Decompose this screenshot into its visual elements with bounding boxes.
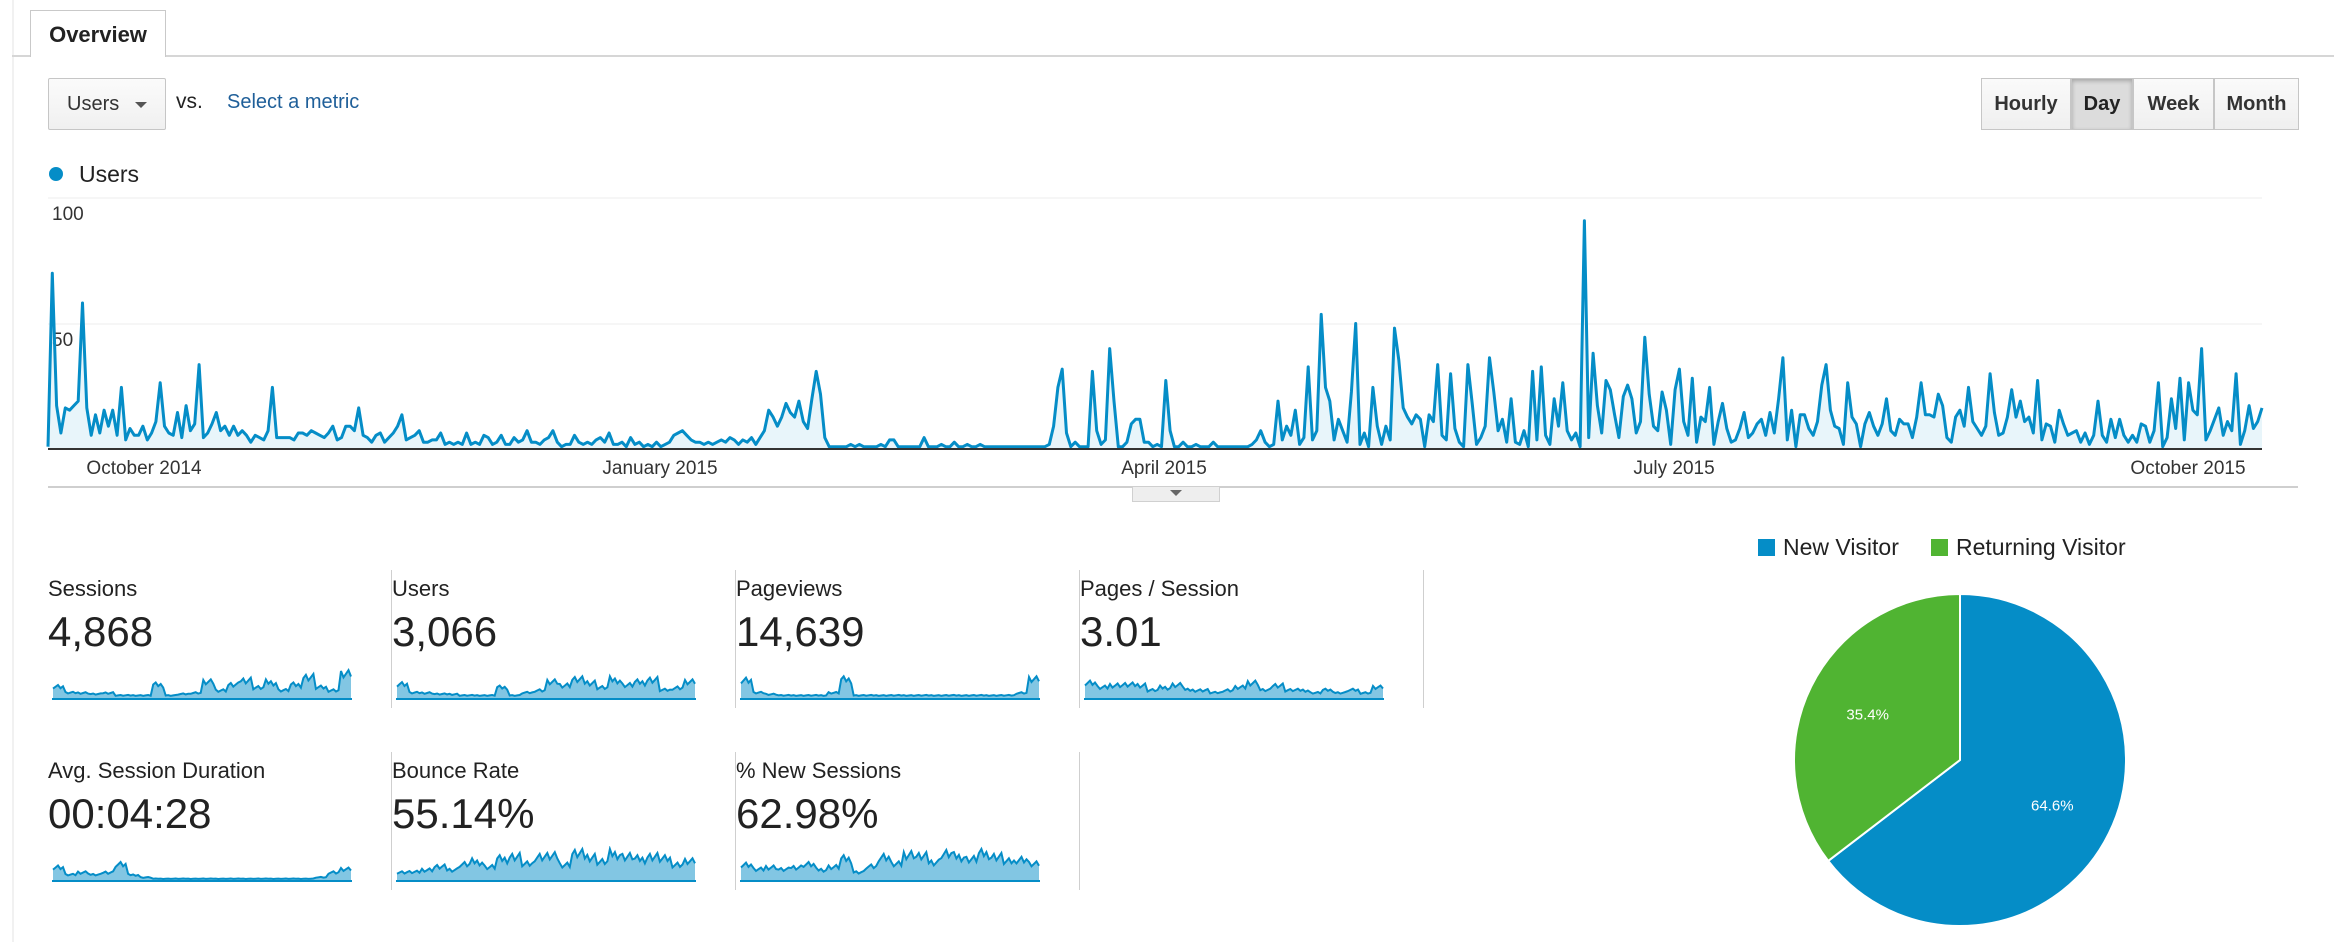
tile-divider [1079, 570, 1080, 708]
sparkline-line [52, 667, 352, 697]
metric-tile-sessions[interactable]: Sessions 4,868 [48, 570, 392, 708]
metric-label: Users [392, 576, 450, 601]
sparkline-area [53, 670, 351, 699]
metric-value: 3.01 [1080, 608, 1162, 655]
pie-slice-label: 64.6% [2031, 798, 2074, 815]
sparkline [740, 846, 1040, 882]
returning-visitor-legend-label[interactable]: Returning Visitor [1956, 534, 2126, 560]
metric-value: 00:04:28 [48, 790, 212, 837]
y-tick-50: 50 [52, 330, 73, 351]
metric-label: Pageviews [736, 576, 843, 601]
x-tick-oct-2015: October 2015 [2130, 458, 2245, 479]
metric-label: % New Sessions [736, 758, 902, 783]
metric-tile-pages-per-session[interactable]: Pages / Session 3.01 [1080, 570, 1424, 708]
new-visitor-legend-label[interactable]: New Visitor [1783, 534, 1899, 560]
users-line-chart: 100 50 October 2014 January 2015 April 2… [46, 197, 2264, 479]
sparkline-line [1084, 678, 1384, 695]
sparkline-area [741, 849, 1039, 881]
sparkline-area [741, 676, 1039, 699]
users-legend-dot [49, 167, 63, 181]
sparkline-area [53, 862, 351, 881]
metric-value: 55.14% [392, 790, 535, 837]
period-day-button[interactable]: Day [2071, 78, 2133, 130]
vs-label: vs. [176, 90, 203, 113]
new-visitor-legend-swatch [1758, 539, 1775, 556]
tile-divider [735, 570, 736, 708]
sparkline [396, 846, 696, 882]
x-tick-jul-2015: July 2015 [1633, 458, 1714, 479]
sparkline-line [740, 673, 1040, 697]
tile-divider [391, 752, 392, 890]
sparkline-line [396, 846, 696, 875]
sparkline [52, 667, 352, 700]
users-legend-label: Users [79, 161, 140, 187]
sparkline [740, 673, 1040, 700]
metric-value: 62.98% [736, 790, 879, 837]
y-tick-100: 100 [52, 204, 84, 225]
sparkline [52, 860, 352, 882]
page-left-border [12, 0, 14, 942]
tile-divider [1423, 570, 1424, 708]
metric-tile-new-sessions[interactable]: % New Sessions 62.98% [736, 752, 1080, 890]
returning-visitor-legend-swatch [1931, 539, 1948, 556]
chevron-down-icon [135, 102, 147, 108]
tile-divider [735, 752, 736, 890]
sparkline-line [52, 860, 352, 881]
tile-divider [1079, 752, 1080, 890]
sparkline [396, 673, 696, 700]
sparkline [1084, 678, 1384, 700]
tab-strip-line [12, 55, 2334, 57]
metric-value: 3,066 [392, 608, 498, 655]
metric-tile-users[interactable]: Users 3,066 [392, 570, 736, 708]
period-month-button[interactable]: Month [2214, 78, 2299, 130]
x-tick-jan-2015: January 2015 [602, 458, 717, 479]
metric-dropdown-label: Users [67, 93, 120, 115]
period-week-button[interactable]: Week [2133, 78, 2214, 130]
tile-divider [391, 570, 392, 708]
caret-down-icon [1170, 490, 1182, 496]
metric-value: 4,868 [48, 608, 154, 655]
users-series-line [46, 219, 2264, 449]
pie-slice-returning-visitor[interactable] [1793, 592, 1961, 863]
metric-label: Pages / Session [1080, 576, 1239, 601]
sparkline-line [740, 846, 1040, 875]
metric-tile-bounce-rate[interactable]: Bounce Rate 55.14% [392, 752, 736, 890]
metric-value: 14,639 [736, 608, 865, 655]
x-tick-oct-2014: October 2014 [86, 458, 202, 479]
sparkline-area [397, 849, 695, 881]
metric-tile-avg-session-duration[interactable]: Avg. Session Duration 00:04:28 [48, 752, 392, 890]
select-metric-link[interactable]: Select a metric [227, 91, 360, 113]
metric-label: Avg. Session Duration [48, 758, 266, 783]
pie-slice-label: 35.4% [1846, 706, 1889, 723]
metric-dropdown[interactable]: Users [48, 78, 166, 130]
visitor-type-pie-chart: 64.6% 35.4% [1793, 592, 2127, 927]
period-hourly-button[interactable]: Hourly [1981, 78, 2071, 130]
x-tick-apr-2015: April 2015 [1121, 458, 1207, 479]
pie-slice-new-visitor[interactable] [1826, 592, 2127, 927]
metric-label: Bounce Rate [392, 758, 520, 783]
sparkline-line [396, 673, 696, 697]
metric-label: Sessions [48, 576, 138, 601]
chart-resize-handle[interactable] [1132, 487, 1220, 502]
tab-overview[interactable]: Overview [30, 10, 166, 57]
metric-tile-pageviews[interactable]: Pageviews 14,639 [736, 570, 1080, 708]
